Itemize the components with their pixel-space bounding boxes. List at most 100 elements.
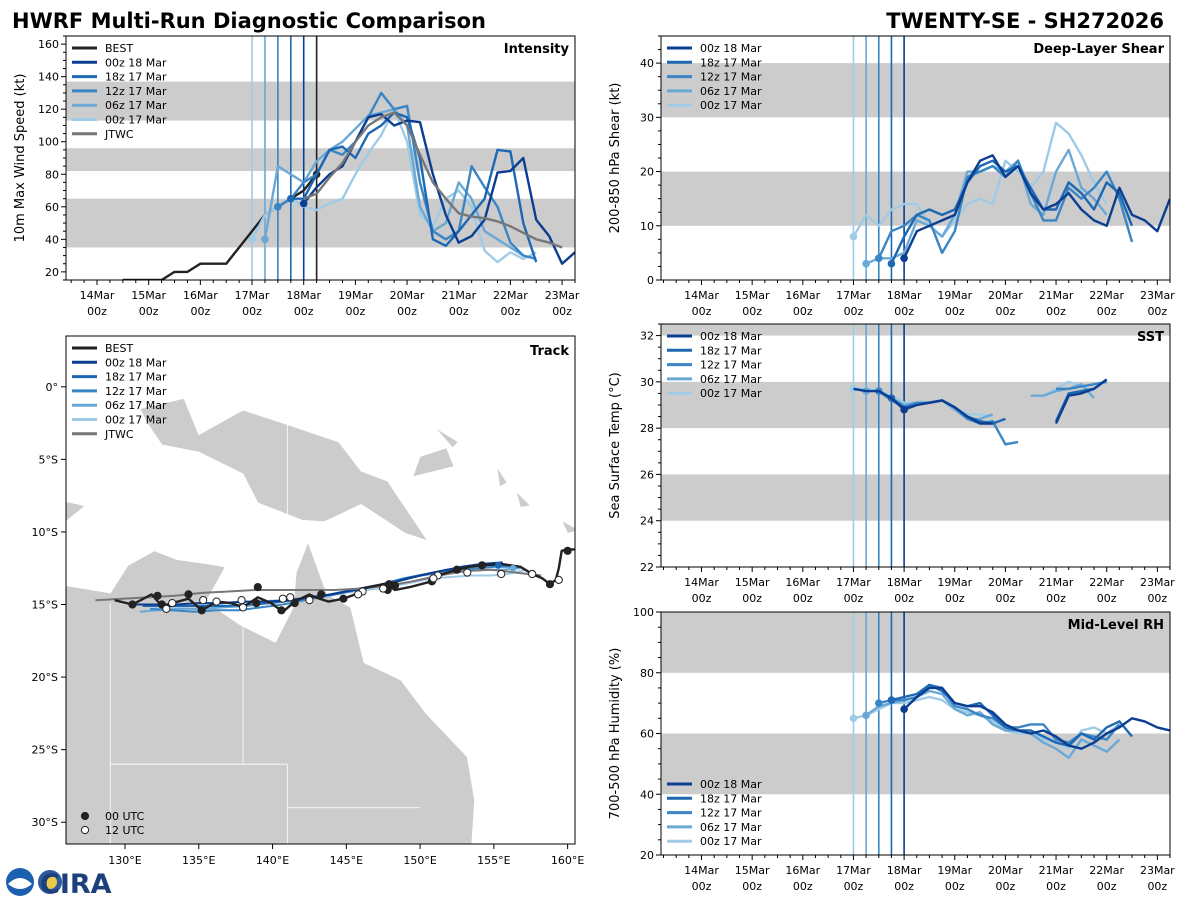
y-tick-label: 30 <box>640 111 654 124</box>
legend-label: 12z 17 Mar <box>105 385 167 398</box>
reference-band <box>661 612 1170 673</box>
noaa-wave-icon <box>8 878 32 889</box>
x-tick-label: 22Mar <box>1089 576 1124 589</box>
series-marker <box>849 232 858 241</box>
track-point-12utc <box>168 598 177 608</box>
x-tick-label: 00z <box>1097 880 1117 893</box>
legend-label: 06z 17 Mar <box>700 821 762 834</box>
y-tick-label: 5°S <box>39 453 58 466</box>
x-tick-label: 00z <box>945 305 965 318</box>
x-tick-label: 00z <box>294 305 314 318</box>
x-tick-label: 23Mar <box>1140 289 1175 302</box>
track-point-12utc <box>278 594 287 603</box>
series-marker <box>286 194 295 203</box>
reference-band <box>661 63 1170 118</box>
x-tick-label: 00z <box>692 592 712 605</box>
legend-label: 18z 17 Mar <box>105 371 167 384</box>
legend-label: 12z 17 Mar <box>700 71 762 84</box>
x-tick-label: 145°E <box>330 854 363 867</box>
x-tick-label: 00z <box>945 880 965 893</box>
track-point-00utc <box>184 590 193 599</box>
y-tick-label: 32 <box>640 330 654 343</box>
x-tick-label: 00z <box>844 305 864 318</box>
x-tick-label: 00z <box>996 880 1016 893</box>
x-tick-label: 20Mar <box>390 289 425 302</box>
plot-area <box>661 36 1170 280</box>
y-tick-label: 20 <box>640 849 654 862</box>
track-point-00utc <box>253 582 262 592</box>
x-tick-label: 00z <box>345 305 365 318</box>
y-tick-label: 10°S <box>32 526 58 539</box>
x-tick-label: 00z <box>844 880 864 893</box>
legend-label: 00z 17 Mar <box>105 414 167 427</box>
track-point-00utc <box>153 591 162 600</box>
x-tick-label: 18Mar <box>887 289 922 302</box>
series-marker <box>874 254 883 263</box>
series-marker <box>274 203 282 211</box>
x-tick-label: 00z <box>996 305 1016 318</box>
legend-marker <box>80 825 90 835</box>
map-area <box>66 397 575 844</box>
x-tick-label: 00z <box>793 305 813 318</box>
x-tick-label: 15Mar <box>735 289 770 302</box>
x-tick-label: 21Mar <box>441 289 476 302</box>
track-point-12utc <box>199 596 208 605</box>
x-tick-label: 21Mar <box>1039 576 1074 589</box>
x-tick-label: 00z <box>692 880 712 893</box>
legend-label: 12z 17 Mar <box>700 359 762 372</box>
series-line <box>891 683 1133 747</box>
series-marker <box>862 259 870 268</box>
x-tick-label: 00z <box>1147 592 1167 605</box>
x-tick-label: 00z <box>793 880 813 893</box>
x-tick-label: 00z <box>1097 592 1117 605</box>
legend-label: JTWC <box>104 428 134 441</box>
solomon-islands-landmass <box>515 489 532 508</box>
y-tick-label: 80 <box>640 667 654 680</box>
y-tick-label: 0° <box>46 381 59 394</box>
legend-label: 00z 18 Mar <box>105 356 167 369</box>
y-tick-label: 30°S <box>32 816 58 829</box>
cira-logo-text: CIRA <box>40 869 112 900</box>
legend-label: 06z 17 Mar <box>105 399 167 412</box>
panel-track: 130°E 135°E 140°E 145°E 150°E 155°E 160°E 0° 5°S… <box>32 335 584 867</box>
y-axis-label: 10m Max Wind Speed (kt) <box>13 74 28 243</box>
x-tick-label: 20Mar <box>988 289 1023 302</box>
x-tick-label: 00z <box>945 592 965 605</box>
x-tick-label: 00z <box>552 305 572 318</box>
legend-label: 00z 18 Mar <box>700 330 762 343</box>
legend-label: 00z 18 Mar <box>700 778 762 791</box>
x-tick-label: 00z <box>692 305 712 318</box>
x-tick-label: 18Mar <box>286 289 321 302</box>
y-tick-label: 100 <box>38 136 59 149</box>
plot-area <box>661 324 1170 567</box>
x-tick-label: 14Mar <box>684 864 719 877</box>
x-tick-label: 18Mar <box>887 864 922 877</box>
x-tick-label: 16Mar <box>785 289 820 302</box>
x-tick-label: 00z <box>1046 880 1066 893</box>
series-marker <box>299 199 308 208</box>
x-tick-label: 135°E <box>182 854 215 867</box>
panel-title: Mid-Level RH <box>1068 618 1164 633</box>
legend-label: JTWC <box>104 128 134 141</box>
panel-title: Track <box>530 344 569 359</box>
x-tick-label: 17Mar <box>235 289 270 302</box>
legend-label: 00z 17 Mar <box>700 835 762 848</box>
y-tick-label: 40 <box>45 233 59 246</box>
panel-title: SST <box>1137 330 1164 345</box>
legend-label: 18z 17 Mar <box>700 56 762 69</box>
x-tick-label: 22Mar <box>1089 289 1124 302</box>
panel-rh: 20 40 60 80 100 14Mar 00z 15Mar 00z 16Mar 00z 17Mar… <box>608 606 1175 893</box>
reference-band <box>661 474 1170 521</box>
x-tick-label: 155°E <box>477 854 510 867</box>
series-marker <box>261 235 269 244</box>
legend-label: 00z 17 Mar <box>700 387 762 400</box>
panel-title: Deep-Layer Shear <box>1033 42 1164 57</box>
y-tick-label: 15°S <box>32 599 58 612</box>
y-axis-label: Sea Surface Temp (°C) <box>608 372 623 519</box>
legend-label: BEST <box>105 342 133 355</box>
x-tick-label: 22Mar <box>1089 864 1124 877</box>
series-line <box>890 159 1134 265</box>
panel-title: Intensity <box>504 42 570 57</box>
x-tick-label: 16Mar <box>785 576 820 589</box>
